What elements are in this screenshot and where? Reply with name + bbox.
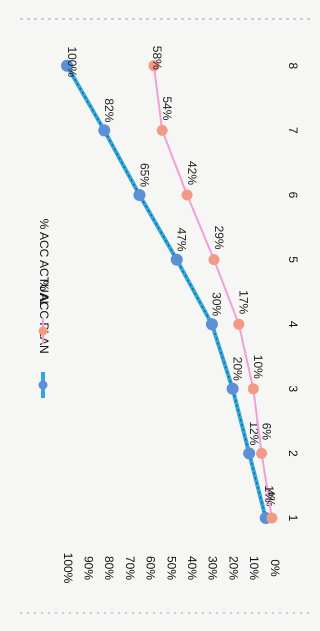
series-layer: 4%12%20%30%47%65%82%100%1%6%10%17%29%42%… bbox=[61, 46, 278, 524]
plan-data-point bbox=[243, 447, 256, 460]
actual-data-point bbox=[208, 254, 220, 266]
actual-data-label: 6% bbox=[259, 423, 273, 441]
legend: % ACC PLAN% ACC ACTUAL bbox=[37, 219, 51, 398]
actual-data-label: 10% bbox=[251, 355, 265, 379]
legend-swatch-marker bbox=[38, 380, 48, 390]
y-tick-label: 60% bbox=[144, 556, 158, 580]
x-tick-label: 1 bbox=[286, 515, 300, 522]
plan-data-label: 47% bbox=[175, 228, 189, 252]
x-tick-label: 6 bbox=[286, 192, 300, 199]
y-tick-label: 40% bbox=[185, 556, 199, 580]
plan-data-label: 30% bbox=[210, 292, 224, 316]
x-axis-tick-labels: 1 2 3 4 5 6 7 8 bbox=[286, 62, 300, 521]
y-tick-label: 100% bbox=[61, 553, 75, 584]
plan-data-point bbox=[61, 59, 73, 72]
plan-data-label: 20% bbox=[230, 357, 244, 381]
plan-series-overlay bbox=[66, 65, 267, 519]
actual-data-point bbox=[233, 318, 245, 330]
actual-data-label: 54% bbox=[160, 96, 174, 120]
actual-data-point bbox=[256, 447, 268, 459]
y-tick-label: 10% bbox=[247, 556, 261, 580]
y-tick-label: 0% bbox=[268, 559, 282, 577]
x-tick-label: 4 bbox=[286, 321, 300, 328]
plan-data-point bbox=[170, 253, 183, 266]
x-tick-label: 5 bbox=[286, 256, 300, 263]
y-tick-label: 90% bbox=[82, 556, 96, 580]
actual-data-point bbox=[181, 189, 193, 201]
y-axis-tick-labels: 0% 10% 20% 30% 40% 50% 60% 70% 80% 90% 100% bbox=[61, 553, 282, 584]
x-tick-label: 2 bbox=[286, 450, 300, 457]
actual-data-point bbox=[266, 512, 278, 524]
plan-data-point bbox=[226, 382, 239, 395]
plan-data-label: 82% bbox=[102, 98, 116, 122]
plan-data-point bbox=[98, 124, 111, 137]
actual-data-label: 58% bbox=[150, 46, 164, 70]
x-tick-label: 3 bbox=[286, 385, 300, 392]
y-tick-label: 30% bbox=[206, 556, 220, 580]
plan-data-point bbox=[205, 318, 218, 331]
legend-swatch-marker bbox=[38, 326, 48, 336]
y-tick-label: 20% bbox=[226, 556, 240, 580]
plan-data-point bbox=[133, 189, 146, 201]
legend-label: % ACC ACTUAL bbox=[37, 219, 51, 308]
actual-data-point bbox=[247, 383, 259, 395]
actual-data-point bbox=[156, 124, 168, 136]
actual-data-label: 42% bbox=[185, 161, 199, 185]
x-tick-label: 7 bbox=[286, 127, 300, 134]
actual-data-label: 17% bbox=[237, 290, 251, 314]
legend-label: % ACC PLAN bbox=[37, 280, 51, 353]
x-tick-label: 8 bbox=[286, 62, 300, 69]
plan-data-label: 100% bbox=[65, 46, 79, 77]
actual-data-label: 1% bbox=[262, 485, 276, 503]
y-tick-label: 50% bbox=[164, 556, 178, 580]
y-tick-label: 80% bbox=[102, 556, 116, 580]
y-tick-label: 70% bbox=[123, 556, 137, 580]
actual-data-label: 29% bbox=[212, 226, 226, 250]
plan-data-label: 65% bbox=[137, 163, 151, 187]
actual-series-line bbox=[152, 64, 273, 519]
actual-data-point bbox=[148, 60, 160, 72]
